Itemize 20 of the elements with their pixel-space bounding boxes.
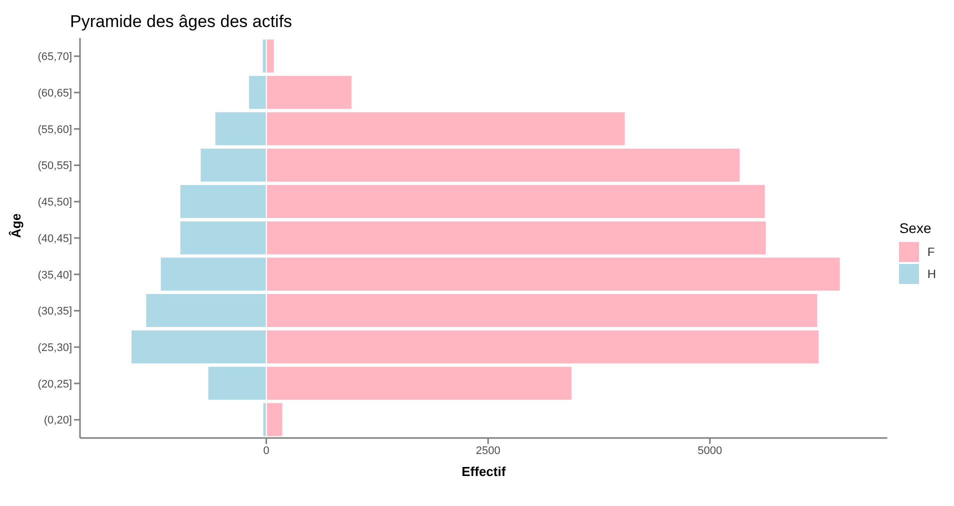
y-tick-label: (30,35] xyxy=(38,306,72,318)
chart-title: Pyramide des âges des actifs xyxy=(70,12,292,32)
y-tick-label: (45,50] xyxy=(38,196,72,209)
legend-label: F xyxy=(927,245,935,259)
y-tick-label: (20,25] xyxy=(38,378,72,390)
x-tick-label: 5000 xyxy=(698,444,722,457)
y-tick-label: (55,60] xyxy=(38,124,72,136)
y-tick-label: (60,65] xyxy=(38,87,72,100)
y-tick-label: (40,45] xyxy=(38,232,72,245)
x-tick-label: 2500 xyxy=(476,444,500,457)
y-tick-label: (35,40] xyxy=(38,269,72,282)
y-tick-label: (50,55] xyxy=(38,160,72,172)
y-tick-label: (0,20] xyxy=(44,414,72,427)
y-tick-label: (25,30] xyxy=(38,342,72,354)
y-tick-label: (65,70] xyxy=(38,51,72,64)
y-axis-title: Âge xyxy=(8,213,24,238)
x-tick-label: 0 xyxy=(263,444,270,457)
x-axis-title: Effectif xyxy=(462,464,506,479)
legend-label: H xyxy=(927,267,936,281)
legend-title: Sexe xyxy=(899,220,932,236)
